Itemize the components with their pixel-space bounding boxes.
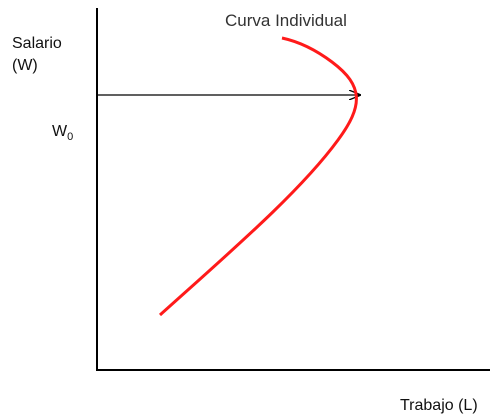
y-axis-label: (W)	[12, 57, 38, 74]
x-axis-label: Trabajo (L)	[400, 397, 478, 414]
supply-curve	[158, 36, 358, 317]
wage-level-label: W0	[52, 123, 73, 143]
wage-level-base: W	[52, 123, 68, 140]
curve-label: Curva Individual	[225, 11, 347, 30]
y-axis-label: Salario	[12, 35, 62, 52]
wage-level-subscript: 0	[67, 131, 73, 143]
